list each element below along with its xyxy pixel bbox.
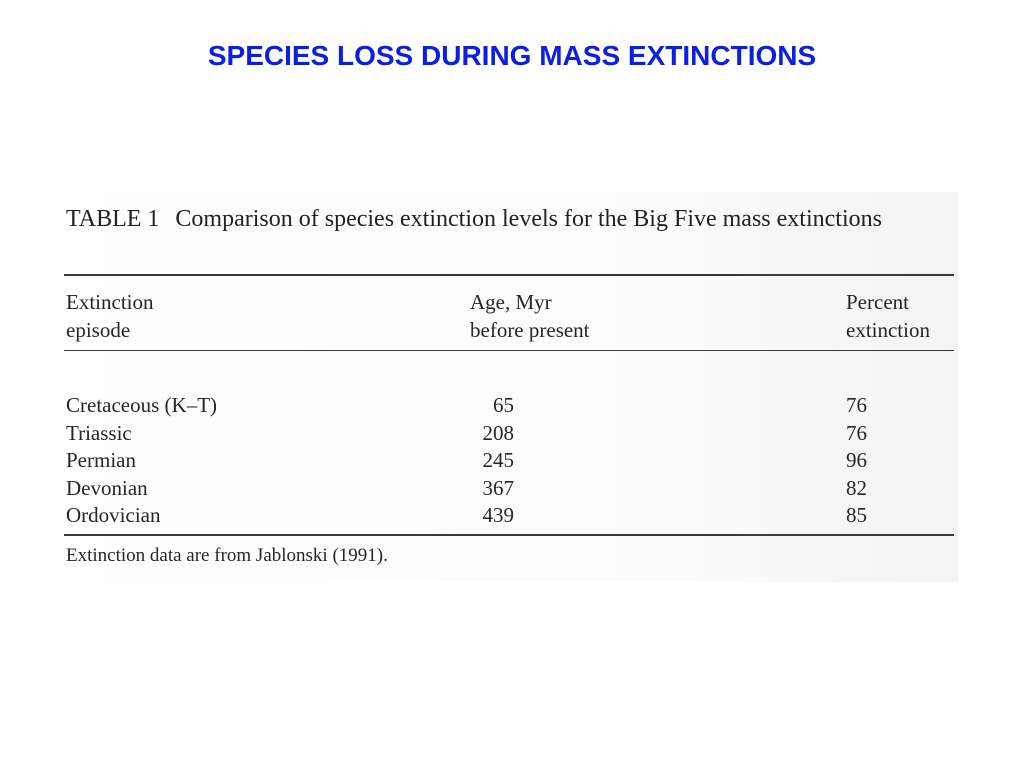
header-age: Age, Myr before present — [470, 288, 690, 344]
table-row: Ordovician 439 85 — [66, 502, 946, 530]
cell-percent: 82 — [846, 475, 867, 500]
table-row: Devonian 367 82 — [66, 475, 946, 503]
table-body: Cretaceous (K–T) 65 76 Triassic 208 76 P… — [66, 392, 946, 530]
table-label: TABLE 1 — [66, 206, 160, 232]
cell-percent: 85 — [846, 503, 867, 527]
cell-percent: 96 — [846, 448, 867, 472]
cell-episode: Ordovician — [66, 503, 161, 527]
cell-episode: Devonian — [66, 475, 148, 500]
cell-age: 367 — [482, 475, 515, 500]
header-percent-line2: extinction — [846, 318, 930, 342]
table-row: Permian 245 96 — [66, 447, 946, 475]
header-percent-line1: Percent — [846, 290, 909, 314]
table-header-rule — [64, 350, 954, 351]
table-top-rule — [64, 274, 954, 276]
cell-episode: Triassic — [66, 420, 132, 445]
cell-age: 245 — [482, 448, 515, 472]
header-episode: Extinction episode — [66, 288, 266, 344]
header-episode-line2: episode — [66, 318, 131, 342]
table-row: Triassic 208 76 — [66, 420, 946, 448]
table-caption: TABLE 1 Comparison of species extinction … — [66, 202, 946, 236]
header-age-line2: before present — [470, 318, 590, 342]
header-episode-line1: Extinction — [66, 290, 154, 314]
table-bottom-rule — [64, 534, 954, 536]
cell-percent: 76 — [846, 420, 867, 445]
scanned-table: TABLE 1 Comparison of species extinction … — [58, 192, 958, 582]
header-age-line1: Age, Myr — [470, 290, 552, 314]
slide-title: SPECIES LOSS DURING MASS EXTINCTIONS — [207, 40, 817, 71]
cell-age: 439 — [482, 503, 515, 527]
cell-age: 208 — [482, 420, 515, 445]
table-caption-text: Comparison of species extinction levels … — [175, 206, 882, 232]
table-row: Cretaceous (K–T) 65 76 — [66, 392, 946, 420]
header-percent: Percent extinction — [846, 288, 966, 344]
cell-percent: 76 — [846, 393, 867, 417]
cell-episode: Cretaceous (K–T) — [66, 393, 218, 417]
table-footnote: Extinction data are from Jablonski (1991… — [66, 545, 388, 566]
cell-age: 65 — [493, 393, 514, 417]
cell-episode: Permian — [66, 448, 136, 472]
